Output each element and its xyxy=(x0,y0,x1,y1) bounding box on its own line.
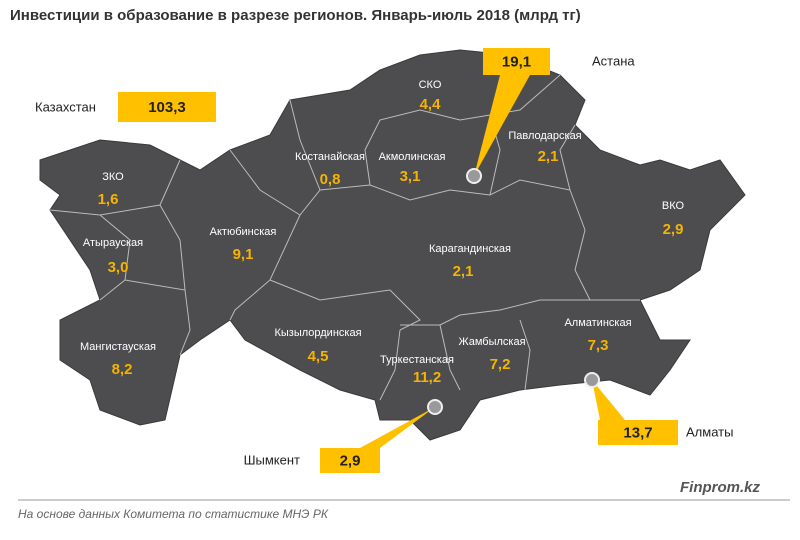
total-box xyxy=(118,92,216,122)
city-pointer xyxy=(474,75,530,176)
brand: Finprom.kz xyxy=(680,479,761,496)
region-value: 2,9 xyxy=(663,221,684,238)
region-value: 0,8 xyxy=(320,171,341,188)
region-name: Павлодарская xyxy=(508,130,581,142)
country-shape xyxy=(39,49,746,441)
city-value: 2,9 xyxy=(340,452,361,469)
city-pointer xyxy=(592,380,625,420)
region-name: Кызылординская xyxy=(274,327,361,339)
city-dot xyxy=(584,372,600,388)
region-name: Мангистауская xyxy=(80,341,156,353)
region-value: 2,1 xyxy=(538,148,559,165)
region-name: Карагандинская xyxy=(429,243,511,255)
region-value: 4,4 xyxy=(420,96,442,113)
region-value: 7,2 xyxy=(490,356,511,373)
region-value: 7,3 xyxy=(588,337,609,354)
city-pointer xyxy=(360,407,435,448)
city-dot xyxy=(466,168,482,184)
region-name: СКО xyxy=(419,79,442,91)
city-name: Шымкент xyxy=(244,452,300,467)
total-label: Казахстан xyxy=(35,99,96,114)
region-value: 3,0 xyxy=(108,259,129,276)
city-box xyxy=(320,448,380,473)
city-name: Астана xyxy=(592,53,635,68)
region-name: ЗКО xyxy=(102,171,124,183)
region-name: Актюбинская xyxy=(210,226,277,238)
region-value: 4,5 xyxy=(308,348,329,365)
total-value: 103,3 xyxy=(148,99,186,116)
region-value: 2,1 xyxy=(453,263,474,280)
city-name: Алматы xyxy=(686,424,733,439)
city-dot xyxy=(427,399,443,415)
region-name: Жамбылская xyxy=(458,336,525,348)
region-value: 1,6 xyxy=(98,191,119,208)
region-name: Атырауская xyxy=(83,237,143,249)
city-value: 13,7 xyxy=(623,424,652,441)
region-value: 11,2 xyxy=(413,369,441,386)
city-box xyxy=(598,420,678,445)
region-value: 3,1 xyxy=(400,168,421,185)
city-box xyxy=(483,48,550,75)
region-name: Туркестанская xyxy=(380,354,454,366)
region-value: 9,1 xyxy=(233,246,254,263)
region-name: Костанайская xyxy=(295,151,365,163)
region-name: Алматинская xyxy=(564,317,631,329)
title: Инвестиции в образование в разрезе регио… xyxy=(10,7,581,24)
region-name: ВКО xyxy=(662,200,685,212)
region-value: 8,2 xyxy=(112,361,133,378)
city-value: 19,1 xyxy=(502,53,531,70)
source: На основе данных Комитета по статистике … xyxy=(18,507,329,521)
region-name: Акмолинская xyxy=(379,151,446,163)
